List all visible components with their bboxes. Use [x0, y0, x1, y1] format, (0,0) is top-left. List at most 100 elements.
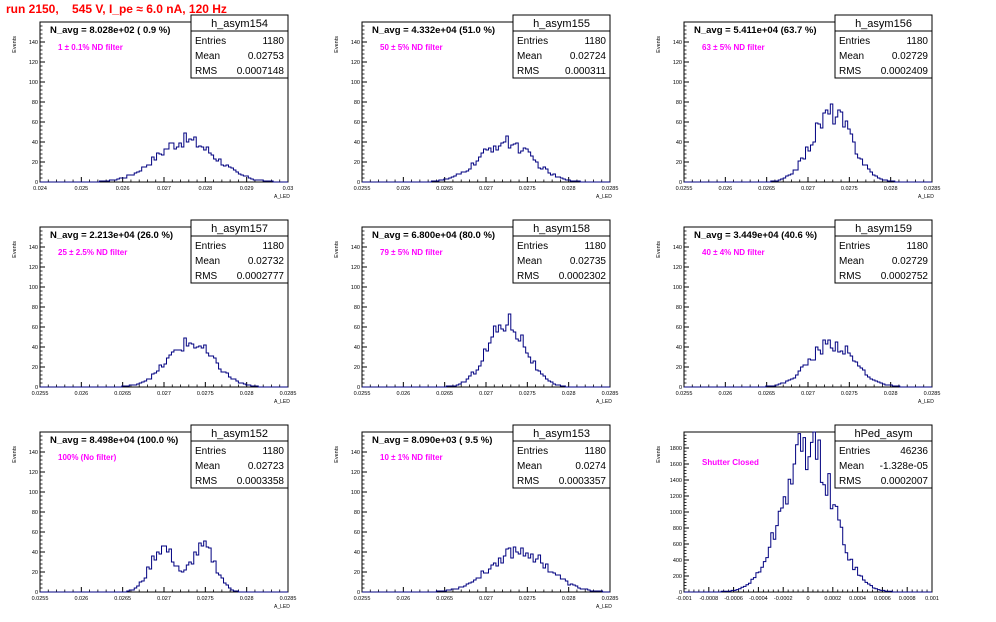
y-tick-label: 140 — [29, 245, 38, 251]
y-tick-label: 1400 — [670, 478, 682, 484]
x-tick-label: 0.0265 — [114, 596, 131, 602]
x-tick-label: -0.0006 — [724, 596, 743, 602]
filter-label: 50 ± 5% ND filter — [380, 43, 443, 52]
y-tick-label: 40 — [354, 550, 360, 556]
stats-title: h_asym155 — [533, 18, 590, 30]
y-tick-label: 60 — [354, 120, 360, 126]
x-axis-title: A_LED — [596, 399, 612, 405]
stats-rms-value: 0.0002302 — [559, 271, 607, 282]
y-tick-label: 100 — [673, 285, 682, 291]
x-tick-label: 0.027 — [157, 391, 171, 397]
filter-label: 25 ± 2.5% ND filter — [58, 248, 127, 257]
x-tick-label: 0.0255 — [354, 391, 371, 397]
x-tick-label: 0.0285 — [280, 391, 297, 397]
stats-box — [190, 14, 289, 79]
y-tick-label: 0 — [679, 180, 682, 186]
x-axis-title: A_LED — [918, 399, 934, 405]
x-tick-label: 0.0285 — [280, 596, 297, 602]
y-tick-label: 0 — [679, 385, 682, 391]
x-tick-label: 0.0002 — [824, 596, 841, 602]
x-tick-label: 0.0006 — [874, 596, 891, 602]
navg-label: N_avg = 8.498e+04 (100.0 %) — [50, 435, 178, 446]
x-tick-label: 0.0275 — [519, 596, 536, 602]
stats-mean-label: Mean — [839, 51, 864, 62]
y-tick-label: 0 — [35, 385, 38, 391]
x-tick-label: 0.024 — [33, 186, 47, 192]
x-tick-label: 0.0008 — [899, 596, 916, 602]
stats-mean-value: 0.02724 — [570, 51, 607, 62]
stats-title: h_asym154 — [211, 18, 268, 30]
navg-label: N_avg = 3.449e+04 (40.6 %) — [694, 230, 817, 241]
y-axis-title: Events — [334, 241, 340, 258]
x-tick-label: 0.0285 — [602, 596, 619, 602]
y-tick-label: 120 — [29, 60, 38, 66]
histogram-series-h_asym153 — [362, 546, 610, 593]
stats-entries-label: Entries — [517, 446, 548, 457]
x-tick-label: 0.0275 — [519, 391, 536, 397]
y-tick-label: 20 — [32, 160, 38, 166]
stats-entries-label: Entries — [839, 241, 870, 252]
y-tick-label: 140 — [673, 245, 682, 251]
stats-box — [190, 219, 289, 284]
x-tick-label: 0.026 — [718, 186, 732, 192]
stats-rms-label: RMS — [839, 271, 862, 282]
y-tick-label: 100 — [351, 80, 360, 86]
stats-entries-label: Entries — [195, 446, 226, 457]
stats-rms-value: 0.0002409 — [881, 66, 929, 77]
stats-entries-value: 1180 — [584, 446, 606, 457]
filter-label: 1 ± 0.1% ND filter — [58, 43, 123, 52]
histogram-series-h_asym154 — [40, 132, 288, 183]
x-tick-label: 0.027 — [479, 596, 493, 602]
stats-mean-value: 0.02735 — [570, 256, 607, 267]
x-tick-label: 0.028 — [240, 596, 254, 602]
y-tick-label: 140 — [29, 40, 38, 46]
x-axis-title: A_LED — [274, 399, 290, 405]
y-tick-label: 1800 — [670, 446, 682, 452]
stats-mean-value: 0.02729 — [892, 51, 929, 62]
stats-rms-label: RMS — [517, 476, 540, 487]
navg-label: N_avg = 6.800e+04 (80.0 %) — [372, 230, 495, 241]
stats-entries-value: 1180 — [584, 241, 606, 252]
x-tick-label: 0.029 — [240, 186, 254, 192]
stats-rms-label: RMS — [839, 66, 862, 77]
y-tick-label: 60 — [32, 120, 38, 126]
x-tick-label: 0.025 — [74, 186, 88, 192]
stats-entries-value: 1180 — [584, 36, 606, 47]
x-tick-label: 0.027 — [801, 186, 815, 192]
x-tick-label: -0.0002 — [774, 596, 793, 602]
y-tick-label: 100 — [351, 490, 360, 496]
x-tick-label: 0.026 — [396, 391, 410, 397]
y-axis-title: Events — [12, 241, 18, 258]
x-tick-label: 0.0275 — [841, 391, 858, 397]
x-tick-label: 0.0255 — [676, 391, 693, 397]
histogram-panel-h_asym153: 0 20 40 60 80 100 120 140 0.0255 0.026 0.0265 0.027… — [334, 424, 619, 610]
stats-rms-label: RMS — [195, 271, 218, 282]
y-axis-title: Events — [656, 446, 662, 463]
stats-mean-label: Mean — [195, 461, 220, 472]
y-tick-label: 0 — [357, 180, 360, 186]
stats-mean-label: Mean — [195, 51, 220, 62]
y-tick-label: 80 — [354, 510, 360, 516]
stats-entries-value: 1180 — [906, 36, 928, 47]
y-tick-label: 60 — [354, 530, 360, 536]
y-tick-label: 140 — [29, 450, 38, 456]
stats-entries-label: Entries — [839, 446, 870, 457]
stats-rms-label: RMS — [517, 66, 540, 77]
x-tick-label: 0.0265 — [436, 391, 453, 397]
navg-label: N_avg = 8.090e+03 ( 9.5 %) — [372, 435, 492, 446]
x-tick-label: 0.0265 — [436, 596, 453, 602]
stats-title: hPed_asym — [854, 428, 912, 440]
y-tick-label: 140 — [351, 450, 360, 456]
x-tick-label: 0.026 — [718, 391, 732, 397]
stats-box — [512, 424, 611, 489]
navg-label: N_avg = 8.028e+02 ( 0.9 %) — [50, 25, 170, 36]
stats-mean-label: Mean — [839, 256, 864, 267]
filter-label: 10 ± 1% ND filter — [380, 453, 443, 462]
x-tick-label: -0.0004 — [749, 596, 768, 602]
histogram-panel-h_asym157: 0 20 40 60 80 100 120 140 0.0255 0.026 0.0265 0.027… — [12, 219, 297, 405]
x-tick-label: 0.026 — [74, 596, 88, 602]
x-tick-label: -0.0008 — [699, 596, 718, 602]
y-tick-label: 100 — [29, 80, 38, 86]
x-axis-title: A_LED — [596, 194, 612, 200]
